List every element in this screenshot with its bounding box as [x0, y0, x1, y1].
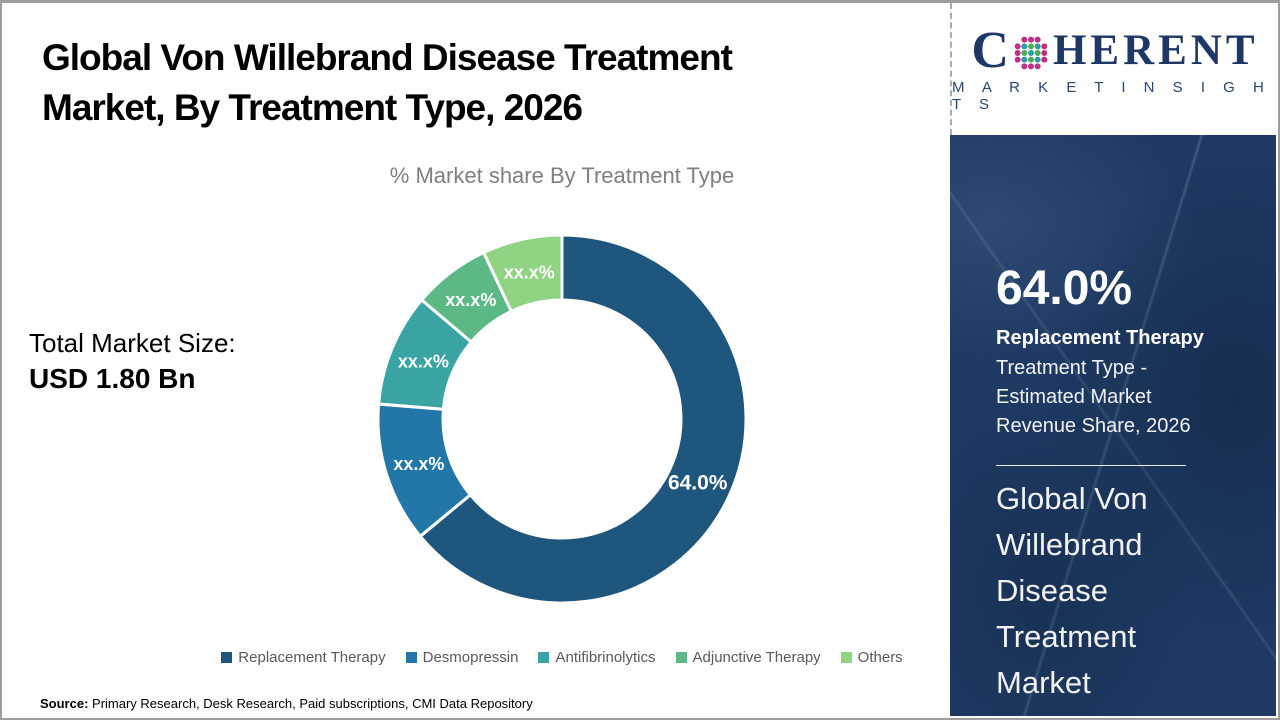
legend-swatch-icon — [538, 652, 550, 663]
globe-dot — [1021, 43, 1028, 50]
donut-slice-label: xx.x% — [445, 290, 496, 310]
globe-dot — [1014, 56, 1021, 63]
globe-dot — [1021, 63, 1028, 70]
brand-logo-wordmark: C HERENT — [971, 25, 1258, 77]
globe-dot — [1014, 50, 1021, 56]
globe-dot — [1034, 56, 1041, 63]
globe-dot — [1041, 56, 1048, 63]
total-market-label: Total Market Size: — [29, 328, 236, 358]
highlight-value: 64.0% — [996, 262, 1133, 315]
legend-label: Adjunctive Therapy — [692, 649, 821, 666]
source-line: Source: Primary Research, Desk Research,… — [40, 696, 533, 711]
brand-logo-letter-c: C — [971, 22, 1009, 79]
sidebar-divider — [996, 465, 1186, 466]
globe-dot — [1027, 56, 1034, 63]
brand-logo: C HERENT M A R K E T I N S I G H T S — [950, 3, 1278, 135]
legend-item: Adjunctive Therapy — [675, 649, 821, 666]
globe-dot — [1027, 43, 1034, 50]
legend-item: Antifibrinolytics — [538, 649, 656, 666]
page-title: Global Von Willebrand Disease Treatment … — [42, 33, 922, 133]
total-market-value: USD 1.80 Bn — [29, 363, 196, 394]
highlight-description: Treatment Type - Estimated Market Revenu… — [996, 357, 1191, 437]
highlight-segment-label: Replacement Therapy — [996, 327, 1204, 349]
brand-logo-subtitle: M A R K E T I N S I G H T S — [952, 79, 1271, 113]
globe-dot — [1041, 50, 1048, 56]
legend-item: Desmopressin — [405, 649, 519, 666]
legend-label: Desmopressin — [422, 649, 519, 666]
source-label: Source: — [40, 696, 89, 711]
globe-dot — [1014, 43, 1021, 50]
globe-dot — [1021, 56, 1028, 63]
globe-dot — [1034, 43, 1041, 50]
globe-dot — [1034, 50, 1041, 56]
page-title-line2: Market, By Treatment Type, 2026 — [42, 87, 583, 128]
legend-label: Antifibrinolytics — [555, 649, 656, 666]
brand-logo-letters: HERENT — [1052, 27, 1259, 74]
legend-label: Others — [857, 649, 903, 666]
globe-dot — [1027, 50, 1034, 56]
globe-dot — [1034, 63, 1041, 70]
donut-chart-svg: 64.0% xx.x% xx.x% xx.x% xx.x% — [376, 233, 748, 605]
sidebar-report-title: Global Von Willebrand Disease Treatment … — [996, 481, 1148, 700]
legend-item: Replacement Therapy — [221, 649, 386, 666]
donut-slice-label: xx.x% — [393, 454, 444, 474]
donut-slice-label: xx.x% — [504, 263, 555, 283]
highlight-sidebar: 64.0% Replacement Therapy Treatment Type… — [950, 135, 1276, 716]
globe-dot — [1027, 36, 1034, 43]
donut-slice-5 — [482, 233, 564, 313]
page-title-line1: Global Von Willebrand Disease Treatment — [42, 37, 733, 78]
legend-item: Others — [840, 649, 903, 666]
legend-label: Replacement Therapy — [238, 649, 386, 666]
total-market-block: Total Market Size: USD 1.80 Bn — [29, 326, 236, 398]
donut-slice-label: xx.x% — [398, 352, 449, 372]
legend-swatch-icon — [675, 652, 687, 663]
globe-dot — [1027, 63, 1034, 70]
donut-slice-label: 64.0% — [668, 471, 728, 494]
legend-swatch-icon — [840, 652, 852, 663]
globe-dot — [1021, 50, 1028, 56]
donut-slice-1 — [418, 233, 748, 605]
legend-swatch-icon — [221, 652, 233, 663]
source-text: Primary Research, Desk Research, Paid su… — [88, 696, 533, 711]
globe-dot — [1034, 36, 1041, 43]
globe-dot — [1021, 36, 1028, 43]
donut-chart: 64.0% xx.x% xx.x% xx.x% xx.x% — [362, 219, 762, 619]
globe-dot — [1041, 43, 1048, 50]
chart-subtitle: % Market share By Treatment Type — [389, 163, 735, 188]
dotted-globe-icon — [1014, 36, 1048, 70]
legend-swatch-icon — [405, 652, 417, 663]
chart-legend: Replacement Therapy Desmopressin Antifibri… — [102, 649, 1022, 666]
highlight-sidebar-content: 64.0% Replacement Therapy Treatment Type… — [950, 135, 1276, 706]
